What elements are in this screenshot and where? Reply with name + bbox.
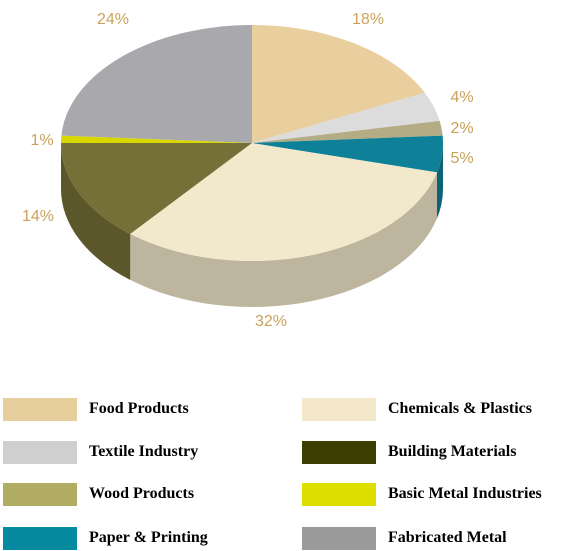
legend-item-paper-printing: Paper & Printing (3, 525, 208, 551)
pie-top-faces (61, 25, 443, 262)
legend-swatch (3, 526, 77, 550)
pie-label-textile: 4% (450, 89, 473, 106)
legend-swatch (3, 482, 77, 506)
pie-label-food: 18% (352, 11, 384, 28)
legend-label: Building Materials (388, 443, 517, 460)
pie-side-chemicals (130, 172, 437, 308)
pie-slice-fabricated (61, 25, 253, 143)
pie-label-paper: 5% (450, 150, 473, 167)
pie-slice-wood_large (61, 143, 252, 234)
pie-side-paper (436, 143, 443, 219)
pie-label-wood_large: 14% (22, 208, 54, 225)
pie-label-basic_metal: 1% (30, 132, 53, 149)
legend-item-textile-industry: Textile Industry (3, 439, 198, 465)
pie-slice-food (252, 25, 425, 143)
legend-swatch (3, 397, 77, 421)
legend-item-basic-metal-industries: Basic Metal Industries (302, 481, 542, 507)
legend-label: Basic Metal Industries (388, 485, 542, 502)
legend-item-fabricated-metal: Fabricated Metal (302, 525, 507, 551)
pie-label-chemicals: 32% (255, 313, 287, 330)
legend-swatch (302, 397, 376, 421)
pie-label-fabricated: 24% (97, 11, 129, 28)
legend-item-wood-products: Wood Products (3, 481, 194, 507)
legend-label: Fabricated Metal (388, 529, 507, 546)
pie-label-wood_small: 2% (450, 120, 473, 137)
legend: Food Products Textile Industry Wood Prod… (0, 390, 569, 550)
legend-label: Wood Products (89, 485, 195, 502)
pie-side-walls (61, 143, 443, 308)
pie-slice-wood_small (252, 120, 443, 143)
pie-percent-labels: 18% 4% 2% 5% 32% 14% 1% 24% (22, 11, 474, 330)
legend-label: Food Products (89, 400, 189, 417)
legend-swatch (3, 440, 77, 464)
pie-side-wood_large (61, 143, 131, 280)
legend-label: Chemicals & Plastics (388, 400, 532, 417)
pie-slice-paper (252, 135, 443, 173)
legend-item-food-products: Food Products (3, 396, 189, 422)
legend-label: Textile Industry (89, 443, 199, 460)
legend-item-building-materials: Building Materials (302, 439, 516, 465)
pie-chart: 18% 4% 2% 5% 32% 14% 1% 24% (22, 11, 474, 330)
legend-label: Paper & Printing (89, 529, 208, 546)
pie-slice-basic_metal (61, 135, 252, 143)
legend-swatch (302, 440, 376, 464)
legend-item-chemicals-plastics: Chemicals & Plastics (302, 396, 532, 422)
pie-slice-chemicals (130, 143, 437, 262)
legend-swatch (302, 482, 376, 506)
legend-swatch (302, 526, 376, 550)
pie-slice-textile (252, 92, 440, 143)
